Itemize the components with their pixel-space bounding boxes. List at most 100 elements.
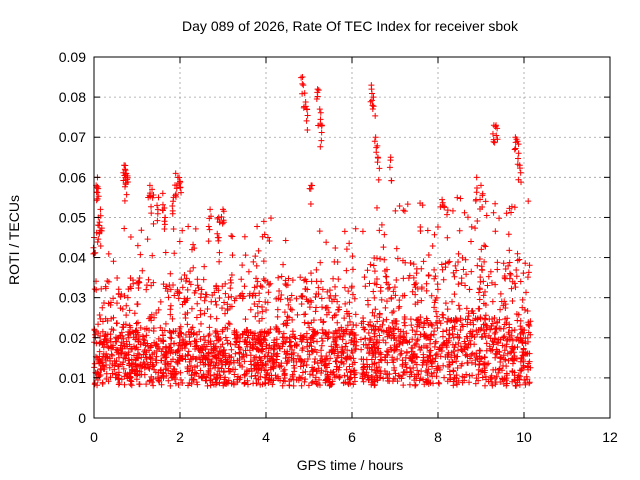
- data-points: [90, 74, 534, 389]
- data-point: [259, 315, 266, 322]
- data-point: [91, 327, 98, 334]
- data-point: [518, 354, 525, 361]
- data-point: [275, 295, 282, 302]
- data-point: [455, 281, 462, 288]
- data-point: [406, 381, 413, 388]
- data-point: [291, 368, 298, 375]
- data-point: [97, 243, 104, 250]
- data-point: [228, 303, 235, 310]
- data-point: [260, 218, 267, 225]
- data-point: [347, 330, 354, 337]
- data-point: [116, 380, 123, 387]
- data-point: [519, 296, 526, 303]
- data-point: [481, 258, 488, 265]
- data-point: [113, 346, 120, 353]
- data-point: [266, 281, 273, 288]
- data-point: [332, 244, 339, 251]
- data-point: [222, 354, 229, 361]
- data-point: [368, 326, 375, 333]
- data-point: [361, 326, 368, 333]
- data-point: [126, 322, 133, 329]
- data-point: [125, 328, 132, 335]
- data-point: [148, 203, 155, 210]
- data-point: [351, 335, 358, 342]
- data-point: [380, 244, 387, 251]
- data-point: [243, 339, 250, 346]
- data-point: [275, 274, 282, 281]
- data-point: [185, 382, 192, 389]
- data-point: [284, 313, 291, 320]
- data-point: [420, 354, 427, 361]
- data-point: [259, 233, 266, 240]
- y-axis-label: ROTI / TECUs: [6, 195, 22, 285]
- data-point: [438, 261, 445, 268]
- data-point: [335, 373, 342, 380]
- data-point: [455, 377, 462, 384]
- data-point: [468, 308, 475, 315]
- data-point: [370, 94, 377, 101]
- data-point: [315, 284, 322, 291]
- data-point: [222, 361, 229, 368]
- data-point: [303, 117, 310, 124]
- data-point: [364, 363, 371, 370]
- data-point: [490, 209, 497, 216]
- data-point: [206, 226, 213, 233]
- data-point: [299, 359, 306, 366]
- data-point: [427, 347, 434, 354]
- data-point: [299, 80, 306, 87]
- data-point: [464, 316, 471, 323]
- data-point: [146, 365, 153, 372]
- data-point: [167, 382, 174, 389]
- data-point: [263, 307, 270, 314]
- data-point: [471, 341, 478, 348]
- data-point: [453, 267, 460, 274]
- data-point: [415, 316, 422, 323]
- data-point: [253, 262, 260, 269]
- data-point: [310, 367, 317, 374]
- data-point: [459, 254, 466, 261]
- data-point: [489, 381, 496, 388]
- data-point: [126, 357, 133, 364]
- data-point: [253, 275, 260, 282]
- data-point: [168, 340, 175, 347]
- data-point: [127, 275, 134, 282]
- data-point: [197, 367, 204, 374]
- data-point: [137, 251, 144, 258]
- data-point: [476, 361, 483, 368]
- data-point: [413, 265, 420, 272]
- data-point: [366, 280, 373, 287]
- data-point: [95, 193, 102, 200]
- data-point: [407, 260, 414, 267]
- data-point: [400, 275, 407, 282]
- data-point: [314, 338, 321, 345]
- data-point: [215, 214, 222, 221]
- data-point: [432, 273, 439, 280]
- data-point: [481, 330, 488, 337]
- data-point: [493, 132, 500, 139]
- data-point: [293, 295, 300, 302]
- data-point: [309, 378, 316, 385]
- data-point: [508, 203, 515, 210]
- data-point: [141, 371, 148, 378]
- data-point: [383, 298, 390, 305]
- data-point: [519, 327, 526, 333]
- data-point: [417, 227, 424, 234]
- data-point: [149, 252, 156, 259]
- data-point: [388, 335, 395, 342]
- data-point: [100, 338, 107, 345]
- data-point: [492, 325, 499, 332]
- data-point: [439, 196, 446, 203]
- data-point: [253, 346, 260, 353]
- data-point: [358, 346, 365, 353]
- data-point: [297, 274, 304, 281]
- data-point: [232, 366, 239, 373]
- data-point: [280, 261, 287, 268]
- data-point: [431, 369, 438, 376]
- data-point: [254, 303, 261, 310]
- data-point: [250, 258, 257, 265]
- data-point: [302, 311, 309, 318]
- data-point: [352, 225, 359, 232]
- data-point: [349, 349, 356, 356]
- data-point: [433, 365, 440, 372]
- data-point: [232, 350, 239, 357]
